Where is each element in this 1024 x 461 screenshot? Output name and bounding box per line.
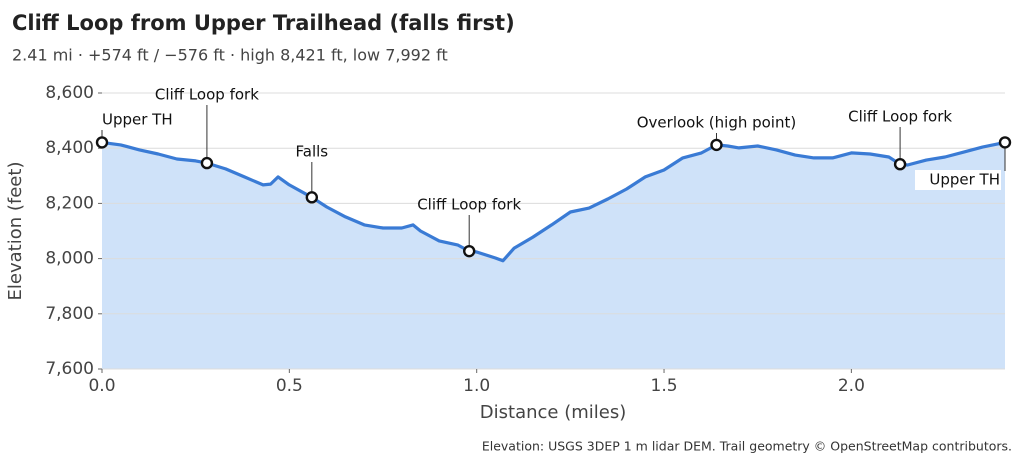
marker-label: Upper TH <box>929 171 1000 189</box>
waypoint-marker <box>893 158 907 171</box>
x-tick-label: 0.5 <box>276 376 303 396</box>
marker-label: Cliff Loop fork <box>417 196 521 214</box>
x-tick-label: 1.5 <box>651 376 678 396</box>
source-note: Elevation: USGS 3DEP 1 m lidar DEM. Trai… <box>482 439 1012 454</box>
chart-title: Cliff Loop from Upper Trailhead (falls f… <box>12 11 515 35</box>
y-tick-label: 8,600 <box>45 83 94 103</box>
y-tick-label: 8,200 <box>45 193 94 213</box>
marker-label: Cliff Loop fork <box>155 86 259 104</box>
marker-label: Upper TH <box>102 111 173 129</box>
x-tick-label: 0.0 <box>88 376 115 396</box>
y-tick-label: 8,400 <box>45 138 94 158</box>
chart-subtitle: 2.41 mi · +574 ft / −576 ft · high 8,421… <box>12 46 448 65</box>
y-tick-label: 8,000 <box>45 249 94 269</box>
waypoint-marker <box>200 156 214 170</box>
waypoint-marker <box>305 191 319 204</box>
y-axis-label: Elevation (feet) <box>5 162 26 301</box>
waypoint-marker <box>95 136 109 149</box>
label-backing <box>915 170 1001 190</box>
marker-label: Falls <box>296 143 329 161</box>
area-fill <box>102 142 1005 369</box>
y-tick-label: 7,800 <box>45 304 94 324</box>
x-axis-label: Distance (miles) <box>480 402 626 423</box>
waypoint-marker <box>710 138 723 152</box>
marker-label: Cliff Loop fork <box>848 108 952 126</box>
waypoint-marker <box>462 244 476 258</box>
x-tick-label: 1.0 <box>463 376 490 396</box>
x-tick-label: 2.0 <box>838 376 865 396</box>
elevation-line <box>101 140 1006 263</box>
waypoint-marker <box>998 136 1012 149</box>
marker-label: Overlook (high point) <box>637 114 797 132</box>
y-tick-label: 7,600 <box>45 359 94 379</box>
